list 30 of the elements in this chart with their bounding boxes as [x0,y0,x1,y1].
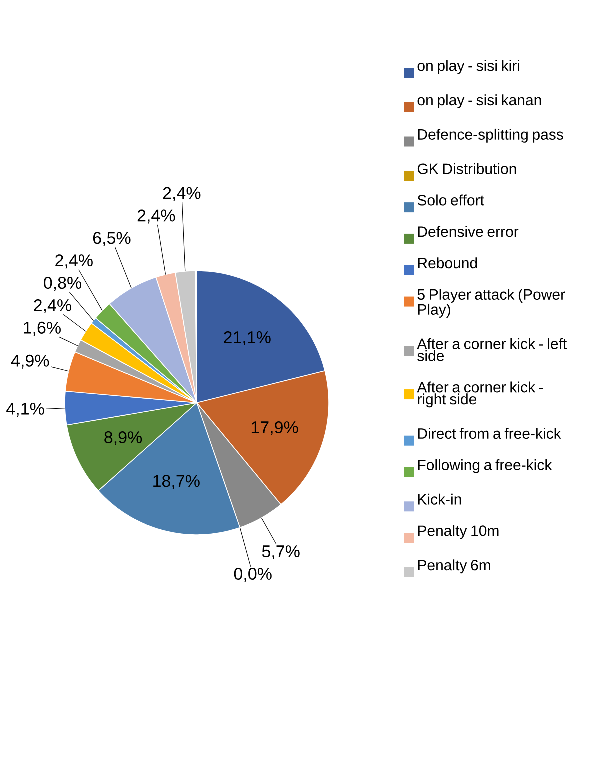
legend-label: Direct from a free-kick [418,428,562,440]
data-label: 4,9% [11,354,50,369]
data-label: 2,4% [56,254,93,269]
legend-label: GK Distribution [418,163,516,174]
legend-label: After a corner kick - left side [417,338,568,362]
data-label: 5,7% [262,546,300,560]
data-label: 1,6% [24,322,61,336]
legend-label: Solo effort [418,194,484,206]
legend-label: Following a free-kick [418,459,552,474]
legend-label: Rebound [418,258,478,269]
text: 0,0% [234,568,272,582]
legend-label: Penalty 6m [418,560,490,574]
legend-label: Defensive error [418,226,519,238]
legend-label: Defence-splitting pass [418,128,564,143]
data-label: 17,9% [252,421,298,436]
legend-label: on play - sisi kiri [418,60,520,74]
data-label: 2,4% [34,299,72,314]
legend-label: 5 Player attack (Power Play) [418,288,566,318]
data-label: 0,8% [44,277,82,292]
data-label: 4,1% [6,403,44,417]
data-label: 2,4% [163,187,201,202]
data-label: 6,5% [93,232,131,246]
legend-label: on play - sisi kanan [418,94,542,109]
data-label: 8,9% [104,432,142,446]
data-label: 2,4% [138,210,176,224]
legend-label: After a corner kick - right side [417,382,544,408]
data-label: 21,1% [224,331,271,346]
legend-label: Kick-in [418,494,462,505]
legend-label: Penalty 10m [418,525,499,540]
data-label: 18,7% [154,475,200,490]
